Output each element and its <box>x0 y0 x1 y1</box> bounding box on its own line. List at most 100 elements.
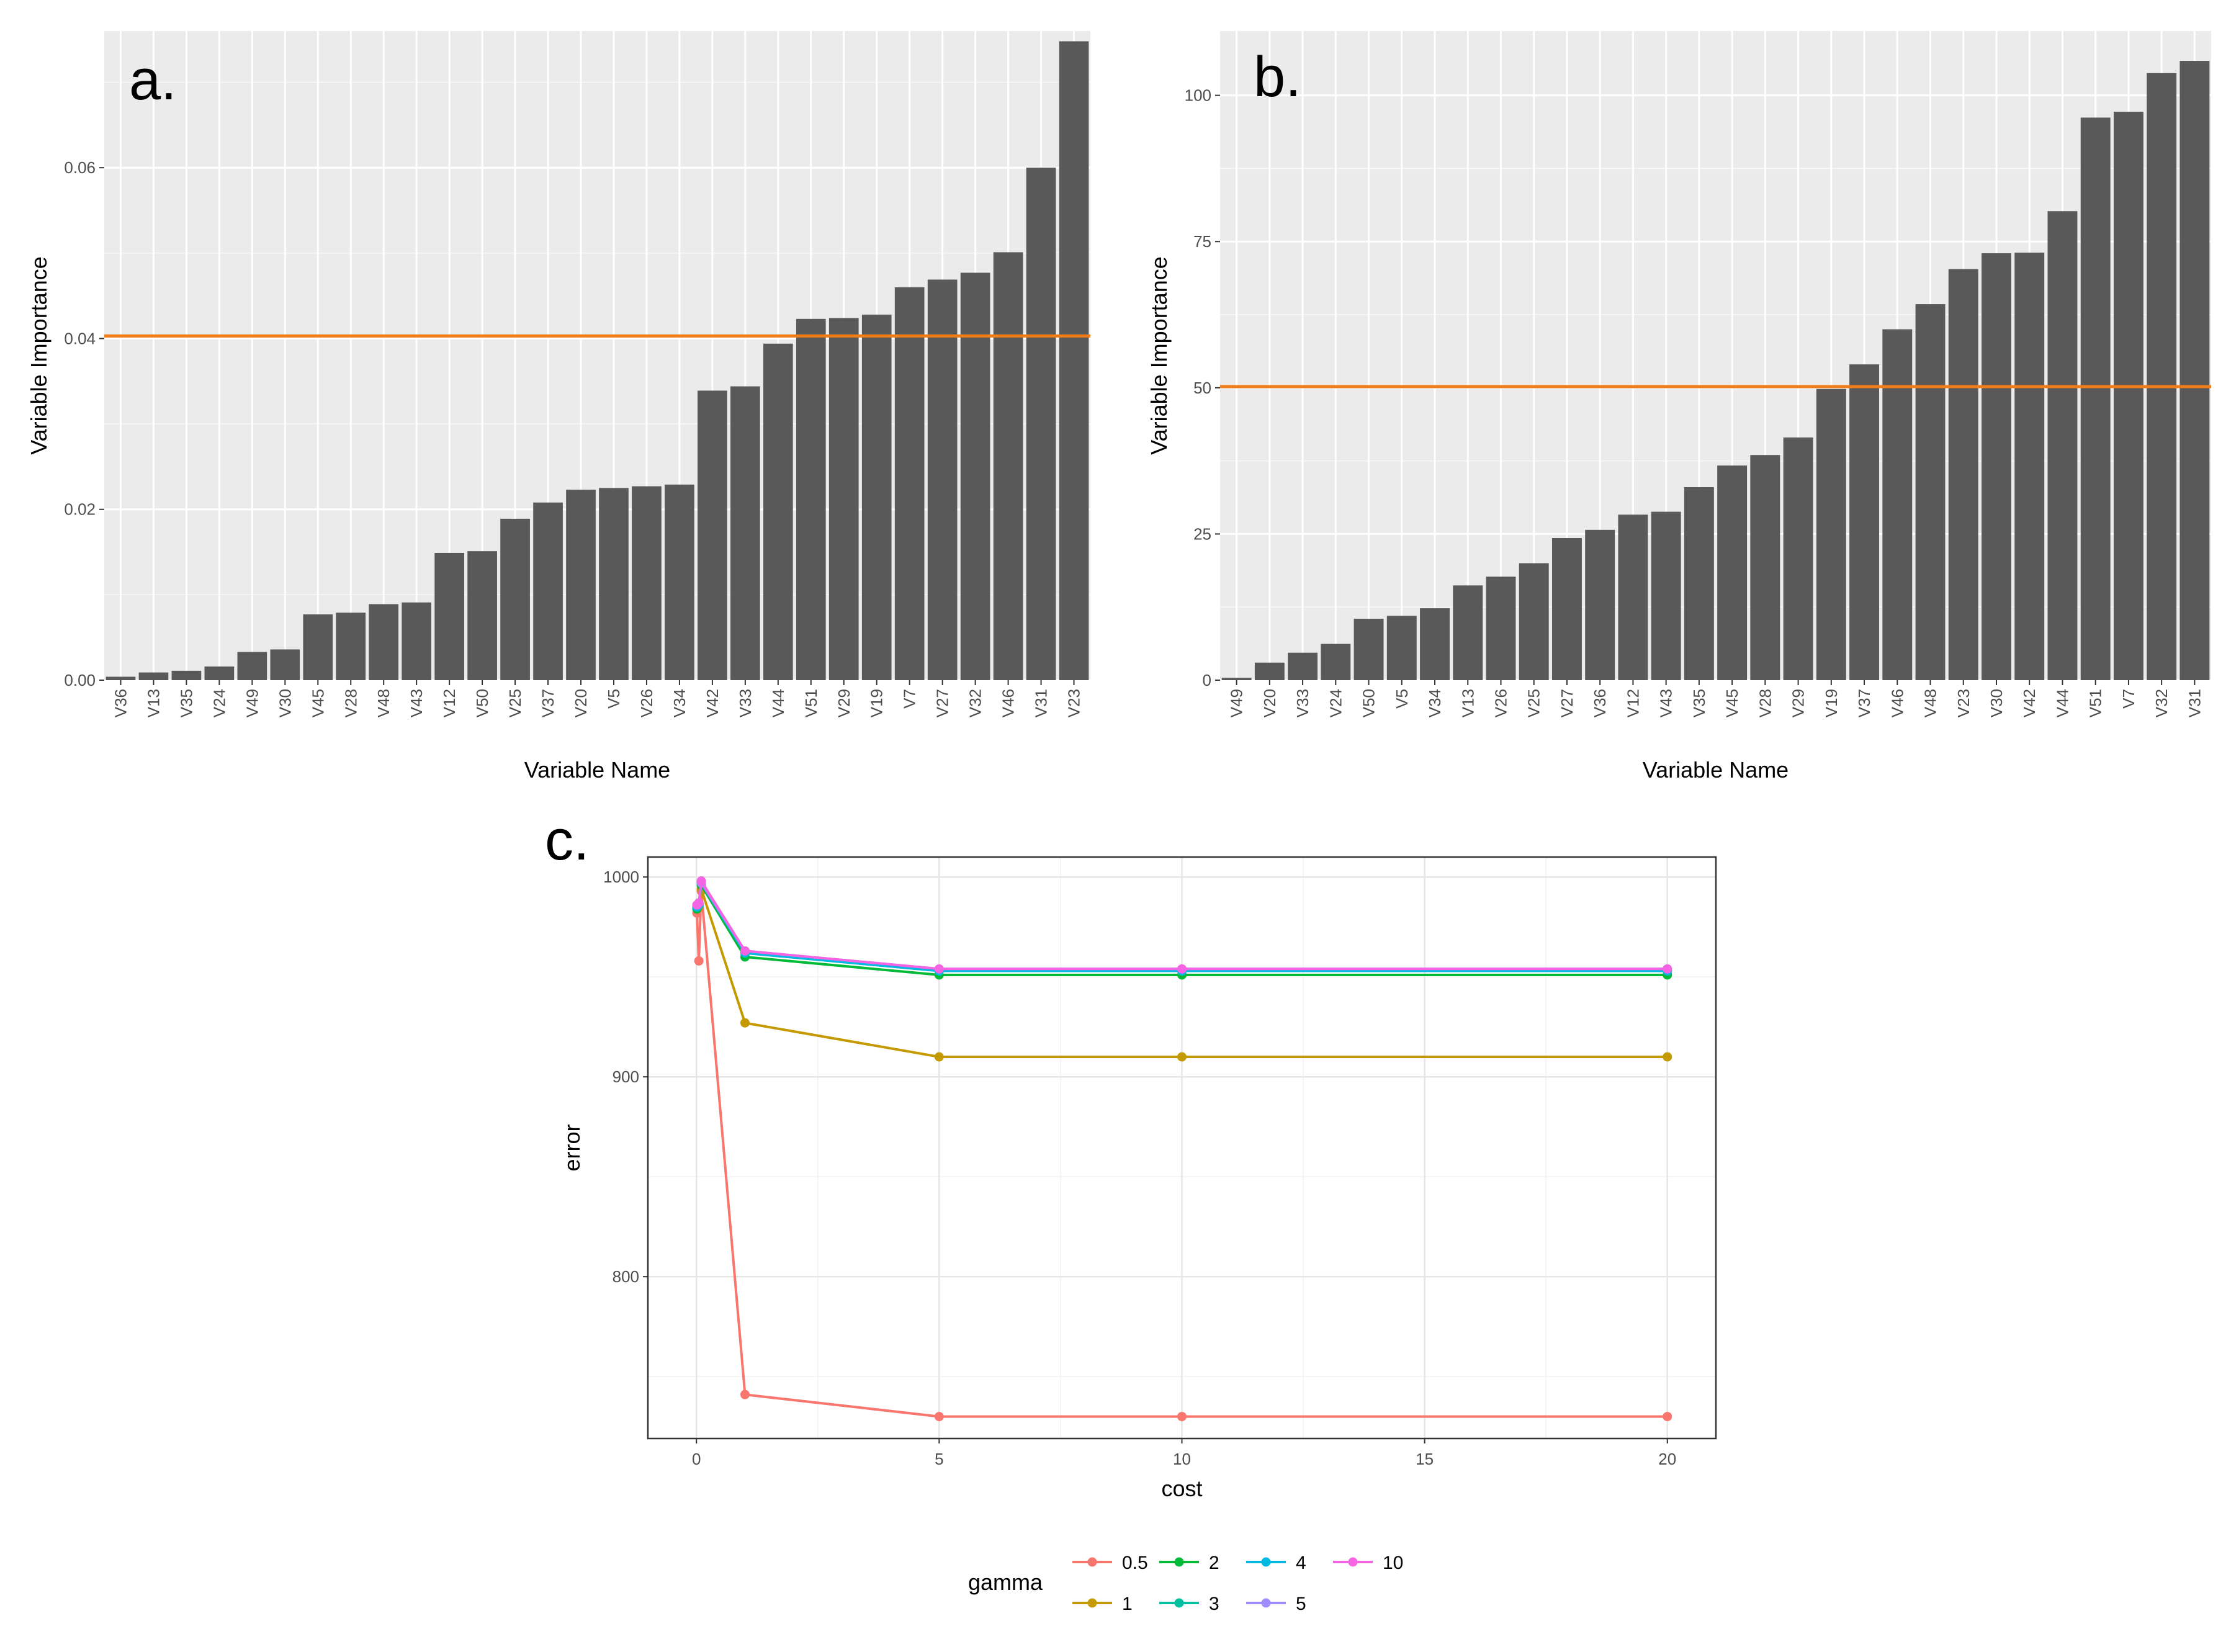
x-tick-label: V27 <box>933 689 952 717</box>
x-tick-label: V37 <box>539 689 557 717</box>
bar-V50 <box>1353 619 1384 680</box>
bar-V26 <box>632 486 662 680</box>
panel-border <box>647 856 1717 1440</box>
legend-key-point <box>1087 1557 1097 1567</box>
x-tick-label: V13 <box>144 689 163 717</box>
bar-V34 <box>1420 608 1450 680</box>
x-tick-label: V42 <box>703 689 722 717</box>
y-tick-label: 0.06 <box>64 158 96 177</box>
bar-V36 <box>105 676 136 680</box>
x-tick-label: V31 <box>1032 689 1051 717</box>
x-tick-label: V13 <box>1458 689 1477 717</box>
x-tick-label: V51 <box>802 689 820 717</box>
bar-V20 <box>566 490 596 680</box>
point-gamma-1 <box>934 1052 944 1062</box>
x-tick-label: V28 <box>1756 689 1774 717</box>
x-tick-label: V30 <box>1987 689 2006 717</box>
y-tick-label: 75 <box>1193 232 1211 251</box>
bar-V23 <box>1059 41 1089 681</box>
legend-key-point <box>1261 1557 1271 1567</box>
x-tick-label: V34 <box>1425 689 1444 717</box>
bar-V25 <box>1519 563 1549 680</box>
legend-key-point <box>1087 1598 1097 1608</box>
bar-V37 <box>533 502 563 680</box>
bar-V31 <box>2179 61 2210 681</box>
bar-V35 <box>1684 487 1714 680</box>
point-gamma-0.5 <box>1663 1412 1672 1422</box>
point-gamma-10 <box>740 946 750 956</box>
bar-V32 <box>960 272 990 680</box>
y-tick-label: 0 <box>1203 671 1211 689</box>
y-axis-title: Variable Importance <box>1146 256 1172 455</box>
x-axis-title: Variable Name <box>1643 757 1789 783</box>
x-tick-label: V23 <box>1065 689 1084 717</box>
point-gamma-10 <box>934 964 944 974</box>
x-tick-label: V7 <box>2119 689 2138 709</box>
point-gamma-1 <box>740 1018 750 1028</box>
y-tick-label: 25 <box>1193 524 1211 543</box>
bar-V37 <box>1849 364 1880 680</box>
x-tick-label: V12 <box>440 689 459 717</box>
bar-V7 <box>894 287 925 680</box>
bar-V51 <box>2080 117 2111 680</box>
x-tick-label: V35 <box>1690 689 1708 717</box>
y-tick-label: 0.00 <box>64 671 96 689</box>
legend-label: 0.5 <box>1122 1553 1148 1573</box>
legend-item-gamma-4: 4 <box>1246 1553 1306 1573</box>
panel-letter: a. <box>129 48 177 112</box>
x-tick-label: V12 <box>1623 689 1642 717</box>
x-tick-label: V43 <box>407 689 426 717</box>
x-tick-label: 0 <box>692 1450 701 1468</box>
x-tick-label: 5 <box>935 1450 943 1468</box>
bar-V44 <box>2047 211 2078 680</box>
bar-V48 <box>1915 304 1946 681</box>
bar-V5 <box>1386 616 1417 680</box>
bar-V7 <box>2113 112 2143 681</box>
point-gamma-10 <box>694 898 704 908</box>
x-tick-label: V32 <box>2152 689 2171 717</box>
x-tick-label: V46 <box>999 689 1018 717</box>
panel-b: 0 25 50 75 100 V49 V20 V33 V24 V50 V5 V34 V13 V26 V25 V… <box>1146 31 2211 783</box>
x-tick-label: V20 <box>572 689 590 717</box>
x-tick-label: V49 <box>243 689 261 717</box>
bar-V33 <box>1288 652 1318 680</box>
x-tick-label: V48 <box>374 689 393 717</box>
y-tick-label: 0.02 <box>64 500 96 519</box>
bar-V44 <box>763 343 793 680</box>
legend-key-point <box>1174 1598 1184 1608</box>
x-tick-label: V32 <box>966 689 985 717</box>
bar-V31 <box>1026 168 1056 680</box>
bar-V45 <box>1717 465 1748 680</box>
x-tick-label: V51 <box>2086 689 2105 717</box>
point-gamma-0.5 <box>740 1389 750 1399</box>
x-tick-label: V31 <box>2185 689 2204 717</box>
legend: gamma 0.5 1 2 3 4 5 10 <box>968 1553 1403 1614</box>
legend-title: gamma <box>968 1569 1043 1595</box>
y-tick-label: 900 <box>613 1067 639 1086</box>
bar-V36 <box>1585 529 1615 680</box>
bar-V13 <box>1453 585 1483 680</box>
x-tick-label: V34 <box>670 689 689 717</box>
legend-label: 3 <box>1209 1594 1219 1614</box>
panel-c: 0 5 10 15 20 800 900 1000 cost error c. gamma 0.5 1 2 3… <box>545 809 1717 1614</box>
x-tick-label: V49 <box>1228 689 1246 717</box>
bar-V34 <box>665 484 694 680</box>
bar-V43 <box>402 602 432 680</box>
bar-V33 <box>730 386 760 680</box>
x-tick-label: V45 <box>308 689 327 717</box>
point-gamma-10 <box>1177 964 1187 974</box>
x-tick-label: V24 <box>1326 689 1345 717</box>
bar-V25 <box>500 518 530 680</box>
point-gamma-1 <box>1177 1052 1187 1062</box>
legend-key-point <box>1174 1557 1184 1567</box>
x-tick-label: V25 <box>506 689 524 717</box>
panel-letter: b. <box>1254 45 1301 109</box>
x-tick-label: V26 <box>1491 689 1510 717</box>
bar-V32 <box>2147 73 2177 681</box>
y-tick-label: 100 <box>1185 86 1211 105</box>
y-axis-title: Variable Importance <box>26 256 52 455</box>
x-tick-label: V19 <box>868 689 886 717</box>
legend-item-gamma-10: 10 <box>1333 1553 1403 1573</box>
x-tick-label: V42 <box>2020 689 2039 717</box>
x-tick-label: V29 <box>835 689 853 717</box>
